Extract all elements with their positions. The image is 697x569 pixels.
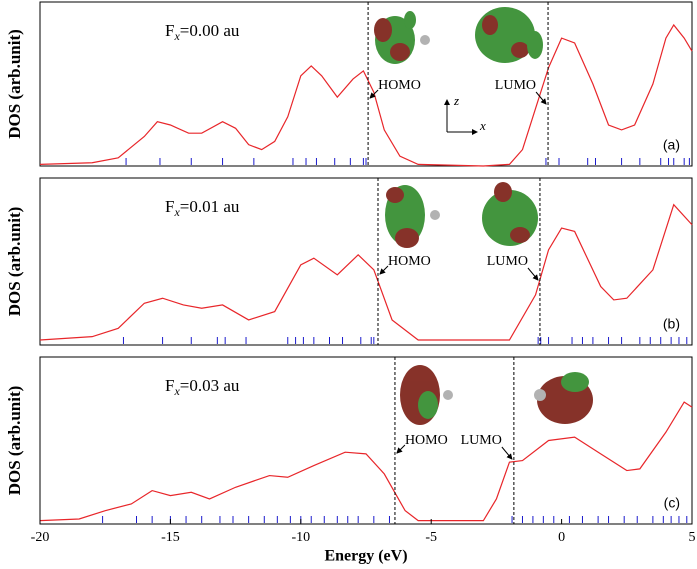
- lumo-label: LUMO: [487, 254, 528, 269]
- y-axis-label: DOS (arb.unit): [5, 29, 24, 139]
- homo-orbital-c: [400, 365, 453, 425]
- x-tick-label: 0: [558, 530, 565, 545]
- x-axis-label: Energy (eV): [324, 548, 407, 565]
- lumo-label: LUMO: [495, 78, 536, 93]
- dos-curve: [39, 401, 693, 522]
- lumo-label: LUMO: [461, 433, 502, 448]
- field-subscript: x: [173, 29, 180, 43]
- x-tick-label: -20: [31, 530, 50, 545]
- field-text: =0.03 au: [180, 376, 240, 395]
- y-axis-label: DOS (arb.unit): [5, 207, 24, 317]
- dos-curve: [39, 203, 693, 341]
- homo-orbital-b: [385, 185, 440, 248]
- lumo-arrow: [527, 267, 539, 281]
- lumo-arrow: [535, 91, 547, 105]
- panel-frame: [39, 356, 693, 525]
- homo-orbital-a: [374, 11, 430, 64]
- field-subscript: x: [173, 205, 180, 219]
- field-text: =0.01 au: [180, 197, 240, 216]
- homo-arrow: [379, 265, 389, 275]
- homo-label: HOMO: [378, 78, 421, 93]
- panel-label: (a): [663, 137, 680, 153]
- field-label: Fx=0.03 au: [165, 376, 240, 398]
- axis-icon-z-label: z: [453, 93, 459, 108]
- field-symbol: F: [165, 197, 174, 216]
- dos-curve: [39, 23, 693, 167]
- lumo-orbital-b: [482, 182, 538, 246]
- field-subscript: x: [173, 384, 180, 398]
- homo-label: HOMO: [405, 433, 448, 448]
- lumo-orbital-a: [475, 7, 543, 63]
- panel-frame: [39, 1, 693, 167]
- homo-arrow: [396, 444, 406, 454]
- homo-label: HOMO: [388, 254, 431, 269]
- x-tick-label: -5: [425, 530, 437, 545]
- axis-icon-x-label: x: [479, 118, 486, 133]
- lumo-orbital-c: [534, 372, 593, 424]
- panel-frame: [39, 177, 693, 346]
- panel-label: (b): [663, 316, 680, 332]
- y-axis-label: DOS (arb.unit): [5, 386, 24, 496]
- x-tick-label: 5: [689, 530, 696, 545]
- lumo-arrow: [501, 446, 513, 460]
- molecule-orbitals: [374, 7, 593, 425]
- field-label: Fx=0.01 au: [165, 197, 240, 219]
- panel-label: (c): [664, 495, 680, 511]
- field-symbol: F: [165, 376, 174, 395]
- x-tick-label: -10: [291, 530, 310, 545]
- field-label: Fx=0.00 au: [165, 21, 240, 43]
- homo-arrow: [369, 89, 379, 99]
- x-tick-label: -15: [161, 530, 180, 545]
- field-symbol: F: [165, 21, 174, 40]
- field-text: =0.00 au: [180, 21, 240, 40]
